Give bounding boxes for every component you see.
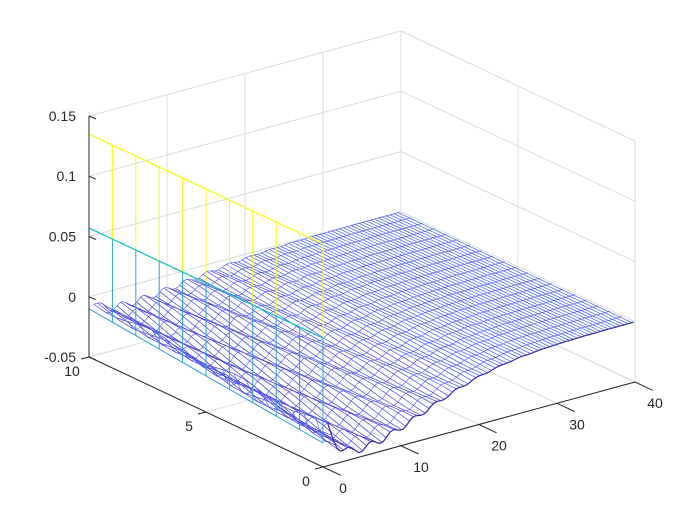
z-tick xyxy=(88,296,97,301)
mesh-line xyxy=(183,280,418,416)
x-tick-label: 30 xyxy=(569,416,585,432)
z-tick-label: 0.05 xyxy=(49,229,76,245)
grid-line xyxy=(88,151,402,237)
mesh-line xyxy=(116,222,423,325)
y-tick xyxy=(80,356,90,360)
mesh-line xyxy=(140,233,447,339)
x-tick-label: 20 xyxy=(491,438,507,454)
x-tick xyxy=(322,466,341,476)
grid-line xyxy=(88,271,402,358)
grid-line xyxy=(400,211,636,323)
mesh-line xyxy=(151,239,458,346)
x-tick-label: 10 xyxy=(413,459,429,475)
mesh-line xyxy=(315,316,622,447)
mesh-front-edge xyxy=(327,321,634,454)
wall-base-line xyxy=(88,308,324,444)
x-tick xyxy=(400,445,419,455)
wall-mid-line xyxy=(88,227,324,339)
z-tick-label: 0.15 xyxy=(49,108,76,124)
x-tick xyxy=(634,381,653,391)
z-tick xyxy=(88,356,97,361)
grid-line xyxy=(88,90,402,177)
x-tick xyxy=(556,402,575,412)
z-tick-label: 0.1 xyxy=(57,168,77,184)
grid-line xyxy=(88,30,402,117)
y-tick-label: 10 xyxy=(64,363,80,379)
mesh-line xyxy=(93,211,400,311)
z-tick xyxy=(88,175,97,180)
x-tick-label: 40 xyxy=(647,395,663,411)
z-tick xyxy=(88,115,97,120)
grid-line xyxy=(400,30,636,142)
x-tick xyxy=(478,424,497,434)
mesh-line xyxy=(187,255,494,369)
y-tick-label: 0 xyxy=(302,473,310,489)
z-tick-label: -0.05 xyxy=(44,349,76,365)
z-tick xyxy=(88,236,97,240)
mesh-line xyxy=(268,294,575,419)
mesh-line xyxy=(175,250,482,361)
mesh-line xyxy=(280,299,587,426)
y-tick xyxy=(314,466,324,470)
grid-line xyxy=(400,271,636,383)
y-tick-label: 5 xyxy=(185,418,193,434)
mesh-line xyxy=(269,249,504,365)
mesh-line xyxy=(257,288,564,411)
wall-top-line xyxy=(88,133,324,245)
z-tick-label: 0 xyxy=(68,289,76,305)
mesh-line xyxy=(198,261,505,376)
mesh-line xyxy=(245,283,552,403)
mesh-line xyxy=(210,266,517,383)
mesh-line xyxy=(233,277,540,396)
grid-line xyxy=(400,151,636,262)
mesh-line xyxy=(105,217,412,318)
mesh-line xyxy=(128,228,435,332)
axes xyxy=(80,115,653,476)
mesh-line xyxy=(163,244,470,354)
x-tick-label: 0 xyxy=(339,480,347,496)
mesh-line xyxy=(152,297,387,438)
mesh-line xyxy=(276,247,512,362)
mesh-line xyxy=(292,305,599,433)
mesh-line xyxy=(304,310,611,440)
y-tick xyxy=(197,411,207,415)
mesh-line xyxy=(222,272,529,389)
grid-line xyxy=(400,90,636,202)
